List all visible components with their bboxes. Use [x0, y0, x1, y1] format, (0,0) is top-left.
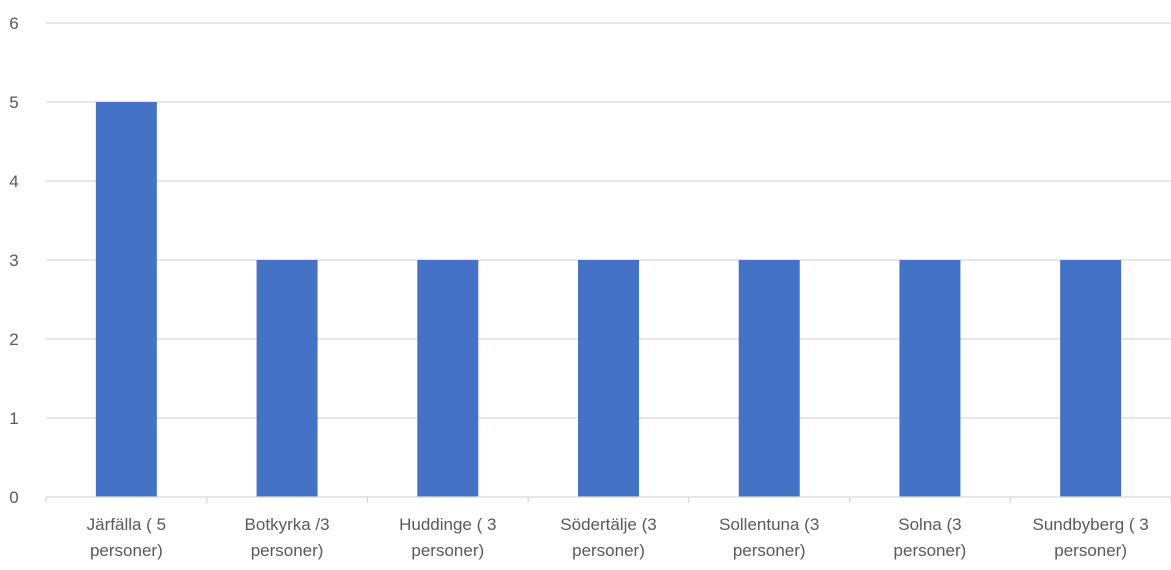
bar-3 [417, 260, 479, 497]
bar-1 [95, 102, 157, 497]
x-category-label: Solna (3 personer) [894, 515, 967, 560]
x-category-label: Södertälje (3 personer) [560, 515, 656, 560]
x-category-label: Sollentuna (3 personer) [719, 515, 819, 560]
y-tick-label: 0 [9, 488, 18, 507]
bars [95, 102, 1122, 497]
x-category-label-line: personer) [733, 541, 806, 560]
x-category-label: Botkyrka /3 personer) [245, 515, 330, 560]
y-tick-label: 6 [9, 14, 18, 33]
x-category-label-line: Huddinge ( 3 [399, 515, 496, 534]
x-category-label-line: personer) [90, 541, 163, 560]
x-category-label-line: Solna (3 [898, 515, 961, 534]
x-category-label-line: Sollentuna (3 [719, 515, 819, 534]
x-axis [45, 496, 1171, 503]
y-tick-label: 5 [9, 93, 18, 112]
y-tick-label: 4 [9, 172, 18, 191]
bar-5 [738, 260, 800, 497]
x-category-label-line: Södertälje (3 [560, 515, 656, 534]
x-category-label-line: personer) [1054, 541, 1127, 560]
bar-6 [899, 260, 961, 497]
x-category-label-line: personer) [572, 541, 645, 560]
x-axis-labels: Järfälla ( 5 personer) Botkyrka /3 personer… [87, 515, 1149, 560]
x-category-label: Sundbyberg ( 3 personer) [1033, 515, 1149, 560]
x-category-label-line: personer) [894, 541, 967, 560]
y-tick-label: 3 [9, 251, 18, 270]
y-axis-ticks: 0 1 2 3 4 5 6 [9, 14, 18, 507]
x-category-label-line: Sundbyberg ( 3 [1033, 515, 1149, 534]
bar-4 [578, 260, 639, 497]
x-category-label: Järfälla ( 5 personer) [87, 515, 166, 560]
y-tick-label: 2 [9, 330, 18, 349]
x-category-label-line: personer) [251, 541, 324, 560]
bar-7 [1060, 260, 1122, 497]
x-category-label-line: Järfälla ( 5 [87, 515, 166, 534]
y-tick-label: 1 [9, 409, 18, 428]
x-category-label: Huddinge ( 3 personer) [399, 515, 496, 560]
x-category-label-line: Botkyrka /3 [245, 515, 330, 534]
x-category-label-line: personer) [411, 541, 484, 560]
bar-2 [256, 260, 318, 497]
